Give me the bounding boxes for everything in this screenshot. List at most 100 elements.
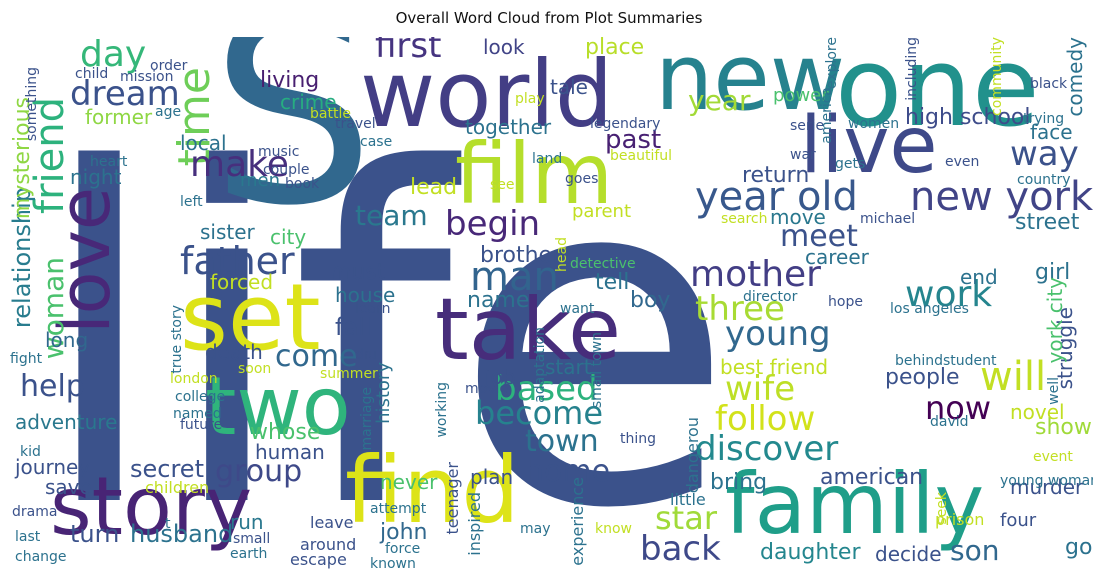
cloud-word: place <box>585 37 645 60</box>
cloud-word: way <box>1010 134 1079 174</box>
cloud-word: tell <box>595 270 630 295</box>
cloud-word: power <box>773 85 829 106</box>
cloud-word: look <box>483 37 525 59</box>
cloud-word: discover <box>695 429 839 469</box>
cloud-word: return <box>742 163 810 188</box>
cloud-word: american <box>820 465 924 490</box>
cloud-word: girl <box>1035 260 1071 285</box>
cloud-word: america <box>819 87 835 144</box>
cloud-word: take <box>435 280 622 380</box>
cloud-word: will <box>980 354 1047 400</box>
cloud-word: local <box>180 131 227 155</box>
cloud-word: marriage <box>359 387 375 451</box>
cloud-word: year <box>688 84 751 117</box>
cloud-word: story <box>50 460 253 553</box>
cloud-word: former <box>85 105 153 129</box>
cloud-word: black <box>1030 76 1068 92</box>
cloud-word: adventure <box>15 410 118 434</box>
cloud-word: set <box>180 264 321 371</box>
cloud-word: husband <box>130 520 234 548</box>
cloud-word: save <box>45 475 92 499</box>
cloud-word: michael <box>860 211 916 227</box>
cloud-word: parent <box>572 201 632 222</box>
cloud-word: couple <box>263 162 310 178</box>
cloud-word: fall <box>335 313 372 341</box>
cloud-word: follow <box>715 399 816 439</box>
cloud-word: hope <box>828 294 863 310</box>
cloud-word: run <box>230 510 264 534</box>
cloud-word: something <box>24 67 40 142</box>
cloud-word: S <box>210 37 376 263</box>
cloud-word: show <box>1035 415 1092 440</box>
cloud-word: now <box>925 389 992 427</box>
cloud-word: goes <box>565 171 599 187</box>
cloud-word: first <box>375 37 442 66</box>
cloud-word: order <box>150 58 188 74</box>
cloud-word: fight <box>10 351 43 367</box>
cloud-word: attempt <box>370 501 427 517</box>
cloud-word: based <box>495 369 598 409</box>
cloud-word: event <box>1033 449 1073 465</box>
cloud-word: turn <box>70 520 120 548</box>
cloud-word: london <box>170 371 218 387</box>
cloud-word: one <box>835 37 1040 151</box>
cloud-word: human <box>255 440 325 464</box>
cloud-word: dream <box>70 74 180 114</box>
cloud-word: travel <box>335 116 376 132</box>
cloud-word: team <box>355 199 428 232</box>
cloud-word: escape <box>290 550 347 569</box>
cloud-word: help <box>20 369 85 404</box>
cloud-word: force <box>385 541 421 557</box>
cloud-word: women <box>848 116 900 132</box>
cloud-word: novel <box>1010 400 1065 424</box>
cloud-word: little <box>670 490 706 509</box>
cloud-word: battle <box>310 106 351 122</box>
cloud-word: teenager <box>443 462 462 535</box>
cloud-word: secret <box>130 455 204 483</box>
cloud-word: music <box>258 144 300 160</box>
cloud-word: new york <box>910 174 1093 220</box>
cloud-word: day <box>80 37 147 75</box>
cloud-word: go <box>1065 535 1093 560</box>
cloud-word: bring <box>710 470 768 495</box>
cloud-word: lead <box>410 175 458 200</box>
cloud-word: change <box>15 549 67 565</box>
cloud-word: dangerou <box>683 417 702 494</box>
cloud-word: group <box>215 454 303 489</box>
cloud-word: movie <box>465 381 508 397</box>
cloud-word: thing <box>620 431 657 447</box>
cloud-word: together <box>465 115 552 139</box>
cloud-word: legendary <box>590 116 661 132</box>
cloud-word: small <box>233 531 271 547</box>
cloud-word: murder <box>1010 475 1084 499</box>
cloud-word: move <box>770 205 826 229</box>
cloud-word: film <box>455 125 614 223</box>
cloud-word: drama <box>12 504 58 520</box>
cloud-word: soon <box>238 361 272 377</box>
cloud-word: children <box>145 478 210 497</box>
cloud-word: decide <box>875 542 942 566</box>
cloud-word: future <box>180 417 223 433</box>
cloud-word: work <box>905 274 993 315</box>
cloud-word: family <box>725 455 985 553</box>
cloud-word: town <box>525 424 599 459</box>
cloud-word: detective <box>570 256 636 272</box>
cloud-word: make <box>190 144 289 185</box>
cloud-word: brother <box>480 243 562 268</box>
cloud-word: people <box>885 365 960 390</box>
cloud-word: los angeles <box>890 301 969 317</box>
cloud-word: death <box>205 340 263 364</box>
cloud-word: daughter <box>760 540 861 565</box>
cloud-word: book <box>285 176 320 192</box>
cloud-word: director <box>743 289 798 305</box>
cloud-word: working <box>434 382 450 438</box>
cloud-word: high school <box>905 105 1031 130</box>
cloud-word: become <box>475 394 604 432</box>
cloud-word: leave <box>310 513 354 532</box>
cloud-word: beautiful <box>610 148 673 164</box>
cloud-word: serie <box>790 118 825 134</box>
cloud-word: man <box>470 254 559 300</box>
cloud-word: wife <box>725 369 796 409</box>
cloud-word: long <box>45 328 89 352</box>
